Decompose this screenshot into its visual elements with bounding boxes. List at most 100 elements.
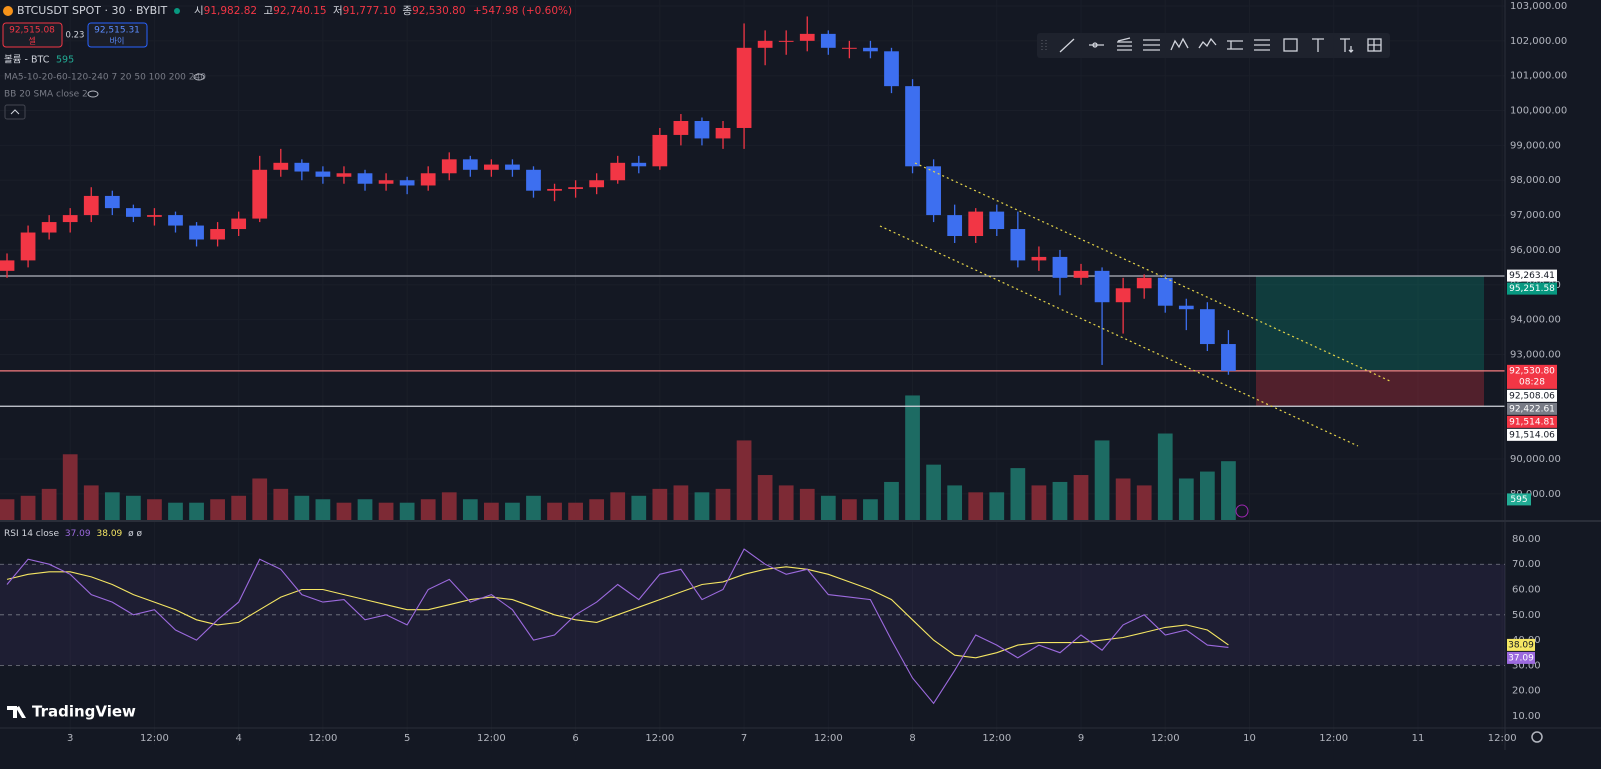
candle-body [20, 232, 36, 261]
candle-body [273, 162, 289, 170]
rsi-pane [0, 548, 1505, 705]
rsi-badge-label: 38.09 [1508, 640, 1534, 650]
collapse-button[interactable] [4, 104, 26, 120]
price-badge [1507, 428, 1557, 441]
rsi-tick-label: 70.00 [1512, 559, 1541, 570]
x-tick-label: 12:00 [645, 733, 674, 744]
x-tick-label: 9 [1078, 733, 1084, 744]
candle-body [210, 229, 225, 240]
ask-price: 92,515.31 [94, 26, 140, 36]
toolbar-handle[interactable] [1041, 40, 1047, 52]
volume-bar [968, 492, 984, 520]
high-label: 고 [263, 5, 273, 17]
volume-bar [694, 492, 710, 520]
candle-body [62, 215, 78, 223]
volume-bar [505, 502, 520, 520]
x-tick-label: 8 [909, 733, 915, 744]
bb-indicator-label[interactable]: BB 20 SMA close 2 [4, 90, 88, 100]
volume-bar [0, 499, 15, 520]
candle-body [126, 208, 141, 217]
tool-note[interactable] [1340, 38, 1354, 53]
tool-text[interactable] [1312, 38, 1324, 52]
volume-bar [926, 464, 941, 520]
volume-bar [189, 502, 204, 520]
x-tick-label: 12:00 [814, 733, 843, 744]
price-badge [1507, 389, 1557, 402]
symbol[interactable]: BTCUSDT SPOT · 30 · BYBIT [17, 4, 167, 17]
y-tick-label: 102,000.00 [1510, 36, 1567, 47]
sell-button[interactable] [2, 22, 63, 48]
volume-bar [1052, 481, 1068, 520]
tool-rectangle[interactable] [1283, 38, 1298, 52]
volume-bar [83, 485, 99, 520]
alert-icon[interactable] [1235, 504, 1249, 518]
tool-projection[interactable] [1227, 40, 1243, 50]
ma-indicator-label[interactable]: MA5-10-20-60-120-240 7 20 50 100 200 240 [4, 73, 206, 83]
grid-layer [0, 0, 1505, 745]
volume-indicator-label[interactable]: 볼륨 - BTC [4, 55, 50, 66]
x-tick-label: 12:00 [308, 733, 337, 744]
volume-bar [757, 475, 773, 520]
tool-channel[interactable] [1143, 39, 1160, 51]
tool-long-position[interactable] [1254, 39, 1270, 51]
tool-pattern[interactable] [1170, 37, 1189, 51]
tool-elliott[interactable] [1198, 37, 1217, 49]
volume-bar [1031, 485, 1047, 520]
candle-body [926, 166, 941, 216]
candle-body [715, 127, 731, 139]
rsi-tick-label: 80.00 [1512, 534, 1541, 545]
price-badge [1507, 364, 1557, 389]
candle-body [799, 33, 815, 41]
volume-bar [820, 495, 836, 520]
volume-bar [336, 502, 352, 520]
volume-bar [863, 499, 878, 520]
collapse-icon [10, 109, 20, 115]
hidden-icon[interactable] [87, 90, 99, 98]
buy-button[interactable] [87, 22, 148, 48]
volume-bar [441, 492, 457, 520]
volume-bar [631, 495, 647, 520]
candle-body [905, 86, 920, 167]
tool-fib[interactable] [1117, 37, 1132, 51]
candle-body [0, 260, 15, 271]
volume-bar [1073, 475, 1089, 520]
tool-horizontal-ray[interactable] [1089, 42, 1104, 48]
hidden-icon[interactable] [193, 73, 205, 81]
volume-bar [884, 481, 899, 520]
tool-table-cross [1368, 39, 1381, 51]
x-tick-label: 12:00 [140, 733, 169, 744]
volume-bar [1094, 440, 1110, 520]
rsi-tick-label: 50.00 [1512, 610, 1541, 621]
spread: 0.23 [66, 31, 85, 41]
candle-body [863, 47, 878, 52]
volume-bar [947, 485, 963, 520]
candle-body [1199, 309, 1215, 345]
rsi-value: 37.09 [65, 529, 91, 539]
candle-body [294, 162, 310, 172]
candle-body [778, 40, 794, 42]
position-tool[interactable] [1256, 276, 1484, 407]
x-tick-label: 11 [1412, 733, 1425, 744]
price-badge-countdown: 08:28 [1519, 377, 1545, 387]
candle-body [441, 159, 457, 174]
low-value: 91,777.10 [343, 5, 396, 17]
volume-bar [41, 488, 57, 520]
settings-icon[interactable] [1531, 731, 1543, 743]
candle-body [631, 162, 647, 167]
rsi-line [6, 548, 1229, 705]
rsi-badge [1507, 638, 1535, 651]
volume-bar [589, 499, 605, 520]
price-badge [1507, 402, 1557, 415]
y-tick-label: 90,000.00 [1510, 454, 1561, 465]
drawing-toolbar [1037, 33, 1390, 58]
y-tick-label: 94,000.00 [1510, 315, 1561, 326]
x-tick-label: 7 [741, 733, 747, 744]
candle-body [1010, 229, 1026, 261]
x-tick-label: 6 [572, 733, 578, 744]
volume-bar [715, 488, 731, 520]
open-label: 시 [194, 5, 204, 17]
volume-bar [1178, 478, 1194, 520]
tool-trendline[interactable] [1059, 38, 1075, 53]
candle-body [989, 211, 1005, 230]
